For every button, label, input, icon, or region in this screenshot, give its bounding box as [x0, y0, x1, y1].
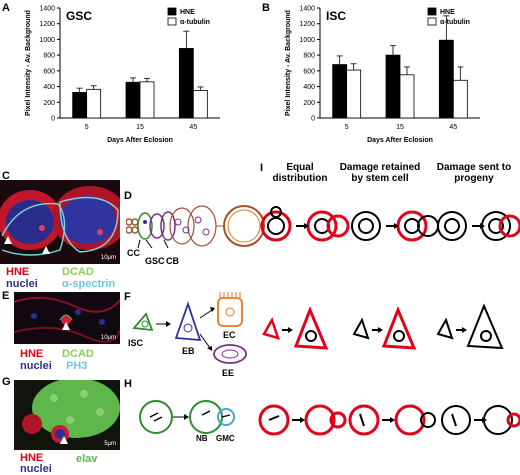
y-tick-label: 200 [303, 100, 315, 107]
isc-bar-chart: 0 200 400 600 800 1000 1200 1400 Pixel Intensity… [285, 6, 480, 144]
legend-nuclei-g: nuclei [20, 463, 52, 475]
y-axis-label: Pixel Intensity - Av. Background [285, 10, 292, 116]
panel-label-f: F [124, 291, 131, 303]
legend-label: α-tubulin [180, 19, 210, 26]
bar-tubulin-15 [139, 81, 155, 119]
chart-title: GSC [66, 9, 92, 23]
legend-hne-e: HNE [20, 348, 44, 360]
scale-bar-g: 5μm [104, 441, 116, 447]
intestinal-lineage-diagram [132, 292, 247, 364]
panel-label-d: D [124, 190, 132, 202]
label-eb: EB [182, 346, 195, 356]
y-tick-label: 1400 [299, 6, 315, 13]
y-tick-label: 1000 [299, 37, 315, 44]
header-damage-sent: Damage sent to progeny [436, 162, 512, 184]
y-tick-label: 600 [43, 68, 55, 75]
header-damage-retained: Damage retained by stem cell [339, 162, 421, 184]
bar-hne-45 [178, 48, 194, 119]
gsc-bar-chart: 0 200 400 600 800 1000 1200 1400 Pixel Intensity… [25, 6, 220, 144]
legend-elav-g: elav [76, 453, 98, 465]
label-nb: NB [196, 434, 208, 443]
label-gsc: GSC [145, 256, 165, 266]
legend-swatch [167, 17, 177, 26]
y-tick-label: 1200 [299, 21, 315, 28]
legend-dcad-e: DCAD [62, 348, 94, 360]
label-cb: CB [166, 256, 179, 266]
legend-hne-c: HNE [6, 266, 30, 278]
y-tick-label: 1200 [39, 21, 55, 28]
legend-nuclei-e: nuclei [20, 360, 52, 372]
bar-tubulin-5 [86, 88, 102, 119]
panel-label-e: E [2, 290, 10, 302]
panel-label-a: A [2, 2, 10, 14]
legend-swatch [167, 7, 177, 16]
legend-hne-g: HNE [20, 452, 44, 464]
legend-swatch [427, 7, 437, 16]
x-axis-label: Days After Eclosion [367, 137, 433, 144]
model-intestine-row [262, 303, 504, 350]
header-equal-distribution: Equal distribution [272, 162, 328, 184]
label-ec: EC [223, 330, 236, 340]
legend-label: HNE [440, 9, 455, 16]
germarium-diagram [126, 205, 265, 249]
panel-label-b: B [262, 2, 270, 14]
legend-label: HNE [180, 9, 195, 16]
model-neuroblast-row [258, 404, 520, 436]
bar-tubulin-15 [399, 74, 415, 119]
y-tick-label: 400 [303, 84, 315, 91]
y-axis-label: Pixel Intensity - Av. Background [25, 10, 32, 116]
legend-swatch [427, 17, 437, 26]
bar-hne-5 [332, 64, 348, 119]
x-tick-label: 45 [189, 124, 197, 131]
micrograph-g: 5μm [14, 380, 120, 450]
y-tick-label: 200 [43, 100, 55, 107]
label-ee: EE [222, 368, 235, 378]
x-tick-label: 15 [396, 124, 404, 131]
model-germline-row [260, 206, 520, 242]
y-tick-label: 1000 [39, 37, 55, 44]
chart-title: ISC [326, 9, 346, 23]
x-tick-label: 5 [345, 124, 349, 131]
x-axis-label: Days After Eclosion [107, 137, 173, 144]
label-cc: CC [127, 248, 140, 258]
y-tick-label: 0 [311, 116, 315, 123]
bar-tubulin-45 [192, 90, 208, 119]
x-tick-label: 15 [136, 124, 144, 131]
panel-label-g: G [2, 376, 11, 388]
legend-label: α-tubulin [440, 19, 470, 26]
legend-ph3-e: PH3 [66, 360, 88, 372]
y-tick-label: 800 [303, 53, 315, 60]
label-isc: ISC [128, 338, 144, 348]
bar-hne-15 [385, 54, 401, 119]
y-tick-label: 1400 [39, 6, 55, 13]
scale-bar-e: 10μm [100, 335, 116, 341]
bar-hne-45 [438, 39, 454, 119]
scale-bar-c: 10μm [100, 255, 116, 261]
x-tick-label: 5 [85, 124, 89, 131]
bar-hne-5 [72, 92, 88, 119]
panel-label-c: C [2, 170, 10, 182]
legend-dcad-c: DCAD [62, 266, 94, 278]
x-tick-label: 45 [449, 124, 457, 131]
micrograph-e: 10μm [14, 292, 120, 344]
bar-tubulin-45 [452, 79, 468, 119]
bar-tubulin-5 [346, 69, 362, 119]
panel-label-i: I [260, 162, 264, 174]
label-gmc: GMC [216, 434, 235, 443]
legend-nuclei-c: nuclei [6, 278, 38, 290]
neuroblast-diagram [139, 400, 235, 434]
panel-label-h: H [124, 378, 132, 390]
y-tick-label: 0 [51, 116, 55, 123]
legend-spectrin-c: α-spectrin [62, 278, 116, 290]
micrograph-c: 10μm [0, 180, 120, 264]
y-tick-label: 800 [43, 53, 55, 60]
y-tick-label: 400 [43, 84, 55, 91]
y-tick-label: 600 [303, 68, 315, 75]
bar-hne-15 [125, 81, 141, 119]
